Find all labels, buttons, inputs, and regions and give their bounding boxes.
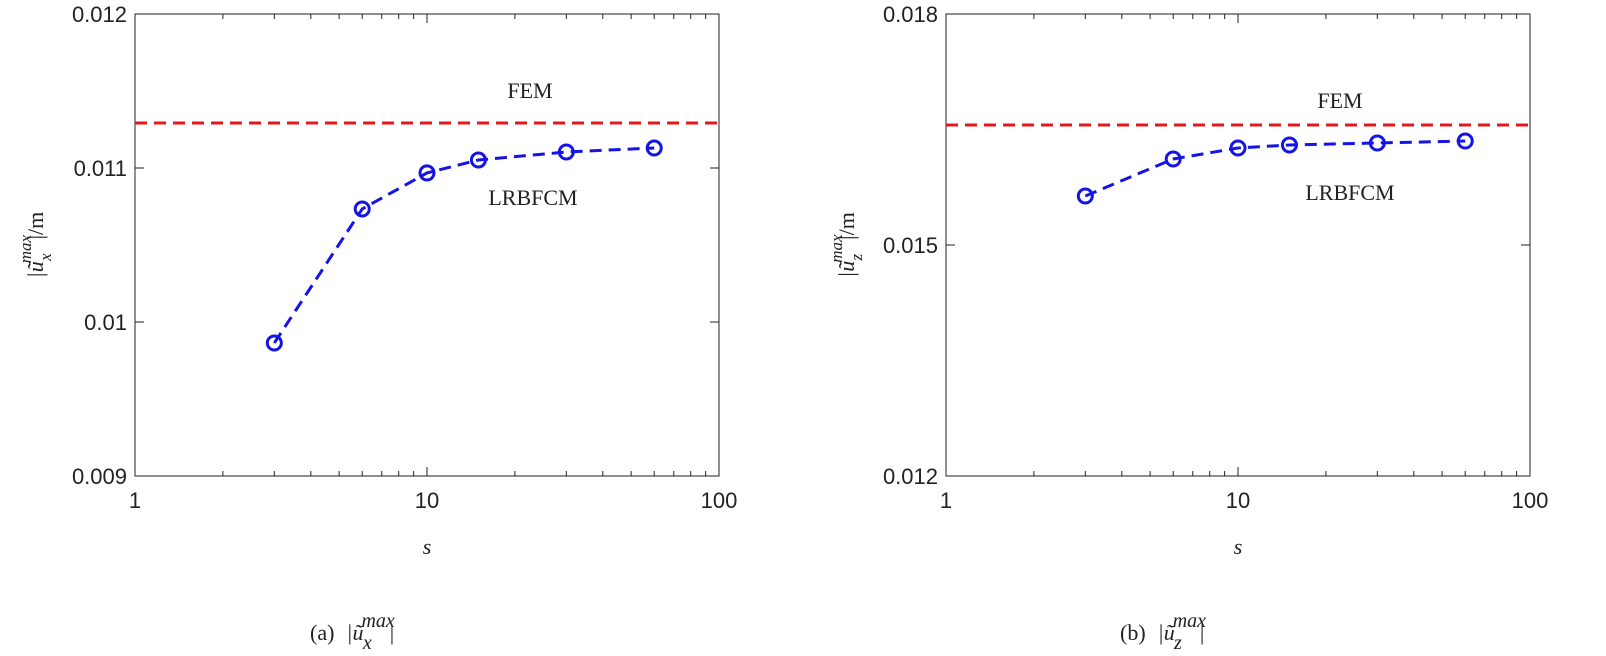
x-tick-label: 1 xyxy=(129,488,141,513)
label-part: max xyxy=(361,610,394,632)
plot-frame xyxy=(134,13,720,477)
label-part: x xyxy=(362,632,372,654)
data-point xyxy=(418,164,436,182)
label-part: z xyxy=(847,253,866,261)
y-tick-label: 0.009 xyxy=(72,464,127,489)
y-axis-label: |ũmaxx |/m xyxy=(16,212,55,279)
data-point xyxy=(1280,136,1298,154)
label-part: |ũ xyxy=(346,620,363,645)
label-part: |ũ xyxy=(834,261,859,278)
label-part: max xyxy=(1173,610,1206,632)
x-tick-label: 10 xyxy=(1226,488,1250,513)
label-part: max xyxy=(827,234,846,263)
data-point xyxy=(645,139,663,157)
label-part: max xyxy=(16,234,35,263)
reference-label: FEM xyxy=(1317,88,1362,113)
caption: (a) |ũmax x | xyxy=(310,610,395,654)
y-tick-label: 0.018 xyxy=(883,2,938,27)
data-point xyxy=(1164,150,1182,168)
data-point xyxy=(1456,132,1474,150)
data-point xyxy=(557,143,575,161)
label-part: x xyxy=(36,253,55,262)
series-line xyxy=(273,146,655,344)
label-part: |ũ xyxy=(23,261,48,278)
reference-label: FEM xyxy=(507,78,552,103)
y-tick-label: 0.012 xyxy=(883,464,938,489)
x-axis-label: s xyxy=(423,534,432,559)
caption: (b) |ũmax z | xyxy=(1120,610,1206,654)
y-tick-label: 0.01 xyxy=(84,310,127,335)
data-point xyxy=(353,200,371,218)
series-label: LRBFCM xyxy=(1305,180,1394,205)
label-part: (a) xyxy=(310,620,334,645)
y-axis-label: |ũmaxz |/m xyxy=(827,212,866,278)
data-point xyxy=(469,151,487,169)
x-tick-label: 100 xyxy=(1512,488,1549,513)
label-part: (b) xyxy=(1120,620,1146,645)
label-part: | xyxy=(1200,620,1204,645)
x-axis-label: s xyxy=(1234,534,1243,559)
y-tick-label: 0.015 xyxy=(883,233,938,258)
plot-frame xyxy=(945,13,1531,477)
label-part: |/m xyxy=(834,212,859,240)
label-part: |ũ xyxy=(1158,620,1175,645)
x-tick-label: 100 xyxy=(701,488,738,513)
label-part: z xyxy=(1173,632,1182,654)
x-tick-label: 10 xyxy=(415,488,439,513)
series-line xyxy=(1084,139,1466,198)
y-tick-label: 0.011 xyxy=(74,156,127,181)
x-tick-label: 1 xyxy=(940,488,952,513)
data-point xyxy=(1368,134,1386,152)
data-point xyxy=(1229,139,1247,157)
data-point xyxy=(265,334,283,352)
y-tick-label: 0.012 xyxy=(72,2,127,27)
label-part: | xyxy=(390,620,394,645)
data-point xyxy=(1076,187,1094,205)
label-part: |/m xyxy=(23,212,48,240)
series-label: LRBFCM xyxy=(488,185,577,210)
